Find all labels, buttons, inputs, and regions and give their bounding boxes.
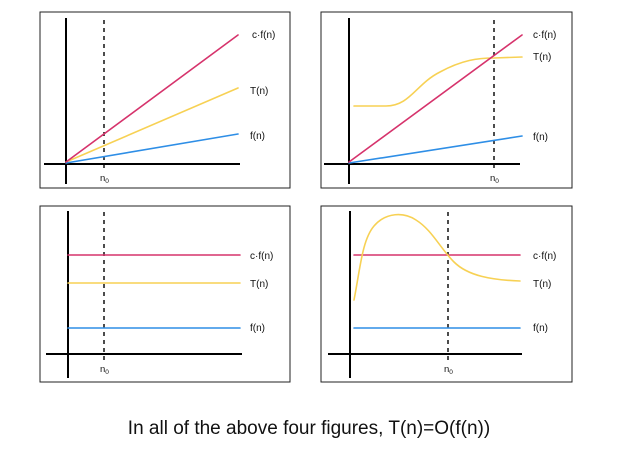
panel-frame: [320, 11, 573, 189]
cf-label: c·f(n): [533, 30, 556, 41]
n0-label: n0: [490, 173, 499, 185]
f-label: f(n): [250, 323, 265, 334]
panel-bottom-right: c·f(n) T(n) f(n) n0: [320, 205, 573, 383]
panel-bottom-left: c·f(n) T(n) f(n) n0: [39, 205, 291, 383]
figure-caption: In all of the above four figures, T(n)=O…: [127, 418, 491, 439]
cf-curve: [348, 34, 523, 163]
t-curve: [65, 87, 239, 163]
panel-top-right: c·f(n) T(n) f(n) n0: [320, 11, 573, 189]
cf-label: c·f(n): [250, 251, 273, 262]
f-label: f(n): [533, 132, 548, 143]
panel-frame: [39, 205, 291, 383]
f-curve: [65, 133, 239, 164]
n0-label: n0: [444, 364, 453, 376]
t-curve: [353, 56, 523, 107]
panel-frame: [320, 205, 573, 383]
cf-label: c·f(n): [252, 30, 275, 41]
t-label: T(n): [533, 279, 551, 290]
cf-curve: [65, 34, 239, 163]
t-curve: [353, 213, 521, 301]
n0-label: n0: [100, 364, 109, 376]
cf-label: c·f(n): [533, 251, 556, 262]
t-label: T(n): [250, 279, 268, 290]
n0-label: n0: [100, 173, 109, 185]
f-curve: [348, 135, 523, 164]
f-label: f(n): [533, 323, 548, 334]
panel-frame: [39, 11, 291, 189]
f-label: f(n): [250, 131, 265, 142]
panel-top-left: c·f(n) T(n) f(n) n0: [39, 11, 291, 189]
t-label: T(n): [533, 52, 551, 63]
t-label: T(n): [250, 86, 268, 97]
